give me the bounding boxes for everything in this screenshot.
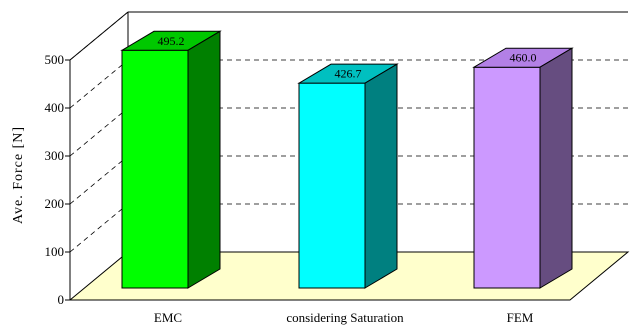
bar [120,30,222,289]
bar [472,47,574,289]
bar-side-face [539,47,573,289]
bar-side-face [187,30,221,289]
gridline-left-wall [69,59,129,109]
bar-front-face [121,49,189,289]
y-tick-label: 500 [45,52,65,67]
data-label: 460.0 [510,51,537,65]
x-category-label: FEM [507,310,534,325]
gridline-left-wall [69,107,129,157]
x-category-label: considering Saturation [286,310,404,325]
data-label: 495.2 [158,34,185,48]
y-tick-label: 400 [45,100,65,115]
y-tick-label: 100 [45,244,65,259]
y-tick-label: 0 [58,292,65,307]
y-axis-label: Ave. Force [N] [11,126,26,224]
gridline-left-wall [69,11,129,61]
y-tick-label: 300 [45,148,65,163]
bar-front-face [473,66,541,289]
gridline-left-wall [69,155,129,205]
bar-front-face [298,82,366,289]
data-label: 426.7 [335,67,362,81]
x-axis-categories: EMC considering Saturation FEM [154,310,534,325]
y-axis-ticks: 0 100 200 300 400 500 [45,52,70,307]
bar [297,63,399,289]
bars [120,30,574,289]
y-tick-label: 200 [45,196,65,211]
gridline-left-wall [69,203,129,253]
data-labels: 495.2 426.7 460.0 [158,34,537,81]
x-category-label: EMC [154,310,182,325]
bar-side-face [364,63,398,289]
